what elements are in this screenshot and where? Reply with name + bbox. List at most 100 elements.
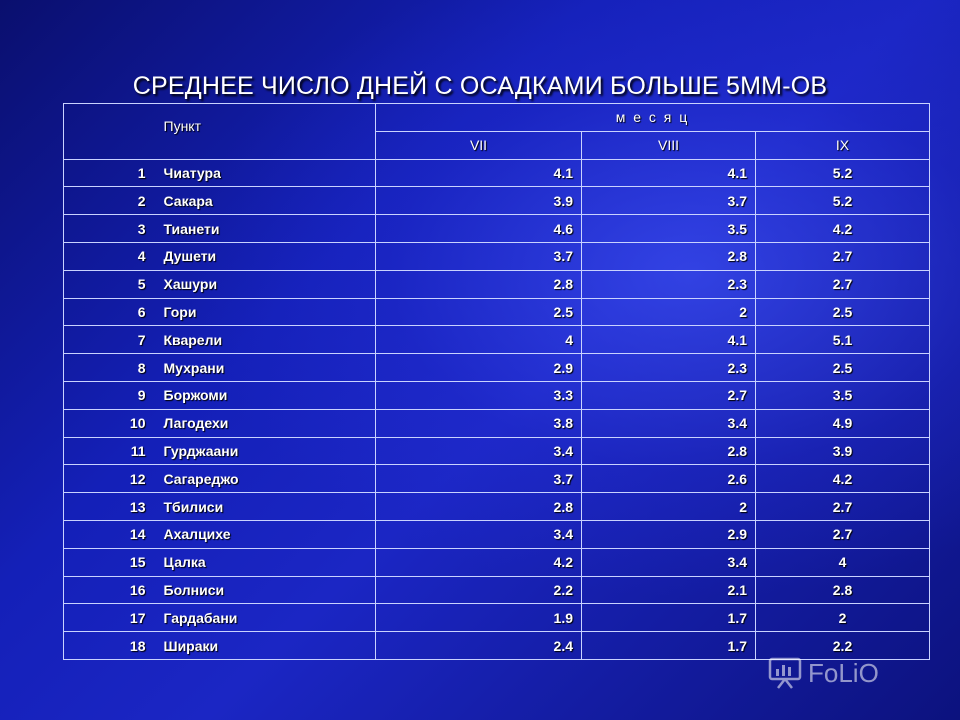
value-viii: 2 <box>581 297 756 327</box>
station-name: Тианети <box>153 214 376 243</box>
precipitation-table: Пункт м е с я ц VII VIII IX 1 Чиатура 4.1 4… <box>63 103 930 660</box>
table-row: 13 Тбилиси 2.8 2 2.7 <box>63 492 930 521</box>
value-vii: 3.4 <box>375 436 582 466</box>
station-name: Болниси <box>153 575 376 605</box>
station-name: Гардабани <box>153 603 376 633</box>
table-row: 5 Хашури 2.8 2.3 2.7 <box>63 269 930 299</box>
row-number: 15 <box>63 547 154 577</box>
table-row: 6 Гори 2.5 2 2.5 <box>63 297 930 327</box>
value-viii: 4.1 <box>581 158 756 188</box>
header-month: м е с я ц <box>375 103 930 132</box>
station-name: Сагареджо <box>153 464 376 494</box>
value-viii: 1.7 <box>581 603 756 633</box>
value-vii: 2.9 <box>375 353 582 382</box>
value-vii: 3.3 <box>375 380 582 410</box>
table-row: 16 Болниси 2.2 2.1 2.8 <box>63 575 930 605</box>
value-ix: 5.2 <box>755 186 930 216</box>
value-viii: 3.7 <box>581 186 756 216</box>
table-row: 1 Чиатура 4.1 4.1 5.2 <box>63 158 930 188</box>
table-row: 9 Боржоми 3.3 2.7 3.5 <box>63 380 930 410</box>
value-viii: 2.9 <box>581 519 756 549</box>
table-row: 15 Цалка 4.2 3.4 4 <box>63 547 930 577</box>
header-row-1: Пункт м е с я ц <box>63 103 930 160</box>
table-row: 3 Тианети 4.6 3.5 4.2 <box>63 214 930 243</box>
value-viii: 4.1 <box>581 325 756 355</box>
station-name: Сакара <box>153 186 376 216</box>
table-row: 7 Кварели 4 4.1 5.1 <box>63 325 930 355</box>
row-number: 14 <box>63 519 154 549</box>
table-row: 17 Гардабани 1.9 1.7 2 <box>63 603 930 633</box>
value-vii: 2.4 <box>375 631 582 660</box>
value-ix: 4.9 <box>755 408 930 438</box>
value-ix: 3.9 <box>755 436 930 466</box>
header-month-ix: IX <box>755 130 930 160</box>
row-number: 2 <box>63 186 154 216</box>
value-ix: 3.5 <box>755 380 930 410</box>
value-vii: 3.7 <box>375 464 582 494</box>
row-number: 9 <box>63 380 154 410</box>
value-vii: 3.4 <box>375 519 582 549</box>
value-ix: 2 <box>755 603 930 633</box>
row-number: 8 <box>63 353 154 382</box>
value-vii: 2.2 <box>375 575 582 605</box>
value-vii: 4.1 <box>375 158 582 188</box>
row-number: 11 <box>63 436 154 466</box>
presentation-icon <box>768 656 802 690</box>
station-name: Чиатура <box>153 158 376 188</box>
header-point: Пункт <box>153 103 376 160</box>
value-vii: 2.8 <box>375 269 582 299</box>
slide-title: СРЕДНЕЕ ЧИСЛО ДНЕЙ С ОСАДКАМИ БОЛЬШЕ 5ММ… <box>132 72 828 100</box>
header-month-viii: VIII <box>581 130 756 160</box>
station-name: Гори <box>153 297 376 327</box>
value-vii: 3.7 <box>375 241 582 271</box>
station-name: Лагодехи <box>153 408 376 438</box>
value-vii: 4 <box>375 325 582 355</box>
value-vii: 3.8 <box>375 408 582 438</box>
value-viii: 1.7 <box>581 631 756 660</box>
value-ix: 5.2 <box>755 158 930 188</box>
row-number: 5 <box>63 269 154 299</box>
table-row: 11 Гурджаани 3.4 2.8 3.9 <box>63 436 930 466</box>
station-name: Душети <box>153 241 376 271</box>
table-row: 12 Сагареджо 3.7 2.6 4.2 <box>63 464 930 494</box>
watermark-text: FoLiO <box>808 657 879 688</box>
station-name: Мухрани <box>153 353 376 382</box>
header-row-2: VII VIII IX <box>64 130 930 160</box>
station-name: Гурджаани <box>153 436 376 466</box>
row-number: 7 <box>63 325 154 355</box>
value-ix: 2.5 <box>755 297 930 327</box>
value-vii: 1.9 <box>375 603 582 633</box>
station-name: Кварели <box>153 325 376 355</box>
station-name: Боржоми <box>153 380 376 410</box>
row-number: 3 <box>63 214 154 243</box>
station-name: Ахалцихе <box>153 519 376 549</box>
value-viii: 2.7 <box>581 380 756 410</box>
value-ix: 2.5 <box>755 353 930 382</box>
row-number: 17 <box>63 603 154 633</box>
value-viii: 3.4 <box>581 547 756 577</box>
value-ix: 4 <box>755 547 930 577</box>
value-viii: 2.6 <box>581 464 756 494</box>
value-ix: 5.1 <box>755 325 930 355</box>
value-ix: 4.2 <box>755 214 930 243</box>
value-viii: 2.8 <box>581 436 756 466</box>
value-ix: 2.2 <box>755 631 930 660</box>
row-number: 16 <box>63 575 154 605</box>
value-ix: 2.8 <box>755 575 930 605</box>
station-name: Хашури <box>153 269 376 299</box>
row-number: 13 <box>63 492 154 521</box>
table-row: 4 Душети 3.7 2.8 2.7 <box>63 241 930 271</box>
value-vii: 2.5 <box>375 297 582 327</box>
table-row: 18 Шираки 2.4 1.7 2.2 <box>63 631 930 660</box>
table-row: 2 Сакара 3.9 3.7 5.2 <box>63 186 930 216</box>
station-name: Шираки <box>153 631 376 660</box>
row-number: 12 <box>63 464 154 494</box>
value-viii: 3.5 <box>581 214 756 243</box>
value-viii: 2.1 <box>581 575 756 605</box>
value-ix: 2.7 <box>755 492 930 521</box>
table-row: 10 Лагодехи 3.8 3.4 4.9 <box>63 408 930 438</box>
value-ix: 2.7 <box>755 269 930 299</box>
table-row: 14 Ахалцихе 3.4 2.9 2.7 <box>63 519 930 549</box>
value-vii: 4.6 <box>375 214 582 243</box>
value-vii: 2.8 <box>375 492 582 521</box>
